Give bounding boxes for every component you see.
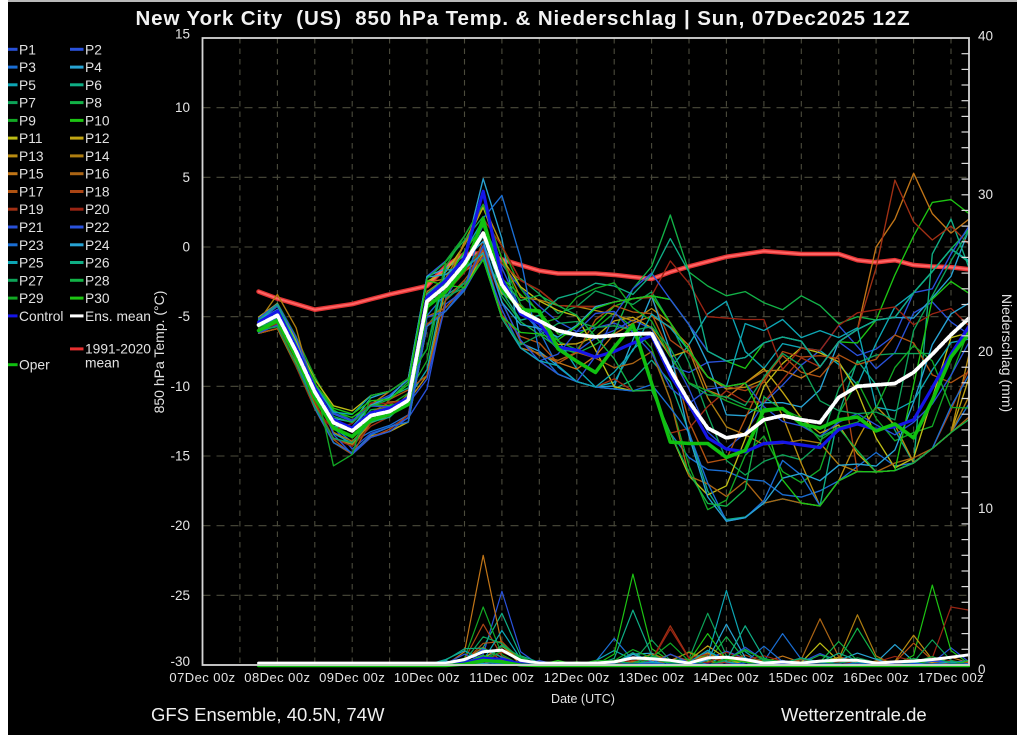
- svg-text:P13: P13: [19, 149, 44, 164]
- svg-text:10Dec 00z: 10Dec 00z: [394, 670, 460, 685]
- svg-text:Oper: Oper: [19, 357, 50, 372]
- svg-text:13Dec 00z: 13Dec 00z: [618, 670, 684, 685]
- svg-text:0: 0: [182, 240, 190, 255]
- svg-text:Niederschlag (mm): Niederschlag (mm): [999, 294, 1015, 412]
- svg-text:07Dec 00z: 07Dec 00z: [169, 670, 235, 685]
- svg-text:11Dec 00z: 11Dec 00z: [469, 670, 534, 685]
- svg-text:-15: -15: [170, 449, 190, 464]
- svg-text:P24: P24: [85, 238, 110, 253]
- svg-text:10: 10: [978, 501, 993, 516]
- svg-text:5: 5: [182, 170, 190, 185]
- svg-text:mean: mean: [85, 356, 120, 371]
- svg-text:-5: -5: [178, 309, 190, 324]
- svg-text:P9: P9: [19, 113, 36, 128]
- svg-text:40: 40: [978, 29, 993, 44]
- svg-text:P22: P22: [85, 220, 110, 235]
- svg-text:P20: P20: [85, 202, 110, 217]
- svg-text:P11: P11: [19, 131, 43, 146]
- svg-text:New York City (US) 850 hPa T: New York City (US) 850 hPa Temp. & Niede…: [135, 7, 910, 30]
- svg-text:P17: P17: [19, 185, 44, 200]
- svg-text:10: 10: [175, 100, 190, 115]
- svg-text:30: 30: [978, 187, 993, 202]
- svg-text:P8: P8: [85, 96, 102, 111]
- svg-text:17Dec 00z: 17Dec 00z: [918, 670, 984, 685]
- svg-text:P29: P29: [19, 291, 44, 306]
- svg-text:20: 20: [978, 344, 993, 359]
- svg-text:-10: -10: [170, 379, 190, 394]
- svg-text:P6: P6: [85, 78, 102, 93]
- svg-text:P25: P25: [19, 256, 44, 271]
- svg-text:P7: P7: [19, 96, 36, 111]
- svg-text:Ens. mean: Ens. mean: [85, 309, 151, 324]
- svg-text:15Dec 00z: 15Dec 00z: [768, 670, 834, 685]
- svg-text:-20: -20: [170, 518, 190, 533]
- svg-text:P3: P3: [19, 60, 36, 75]
- svg-text:Date (UTC): Date (UTC): [551, 692, 615, 706]
- svg-text:Wetterzentrale.de: Wetterzentrale.de: [781, 704, 927, 725]
- svg-text:P12: P12: [85, 131, 110, 146]
- svg-text:16Dec 00z: 16Dec 00z: [843, 670, 909, 685]
- svg-text:0: 0: [978, 662, 986, 677]
- svg-text:09Dec 00z: 09Dec 00z: [319, 670, 385, 685]
- svg-text:08Dec 00z: 08Dec 00z: [244, 670, 310, 685]
- svg-text:P26: P26: [85, 256, 110, 271]
- svg-text:P4: P4: [85, 60, 102, 75]
- svg-text:P21: P21: [19, 220, 44, 235]
- svg-text:-30: -30: [170, 654, 190, 669]
- svg-text:P5: P5: [19, 78, 36, 93]
- svg-text:P30: P30: [85, 291, 110, 306]
- svg-text:-25: -25: [170, 588, 190, 603]
- svg-text:P19: P19: [19, 202, 44, 217]
- svg-text:12Dec 00z: 12Dec 00z: [544, 670, 610, 685]
- svg-text:Control: Control: [19, 309, 63, 324]
- svg-text:P1: P1: [19, 42, 36, 57]
- svg-text:P23: P23: [19, 238, 44, 253]
- svg-text:P18: P18: [85, 185, 110, 200]
- svg-text:P27: P27: [19, 273, 44, 288]
- svg-text:14Dec 00z: 14Dec 00z: [693, 670, 759, 685]
- svg-text:P28: P28: [85, 273, 110, 288]
- svg-text:P16: P16: [85, 167, 110, 182]
- svg-text:P2: P2: [85, 42, 102, 57]
- svg-text:P10: P10: [85, 113, 110, 128]
- svg-text:P15: P15: [19, 167, 44, 182]
- svg-text:P14: P14: [85, 149, 110, 164]
- svg-text:GFS Ensemble, 40.5N, 74W: GFS Ensemble, 40.5N, 74W: [151, 704, 385, 725]
- svg-text:850 hPa Temp. (°C): 850 hPa Temp. (°C): [151, 291, 167, 414]
- svg-text:15: 15: [175, 27, 190, 42]
- svg-text:1991-2020: 1991-2020: [85, 342, 151, 357]
